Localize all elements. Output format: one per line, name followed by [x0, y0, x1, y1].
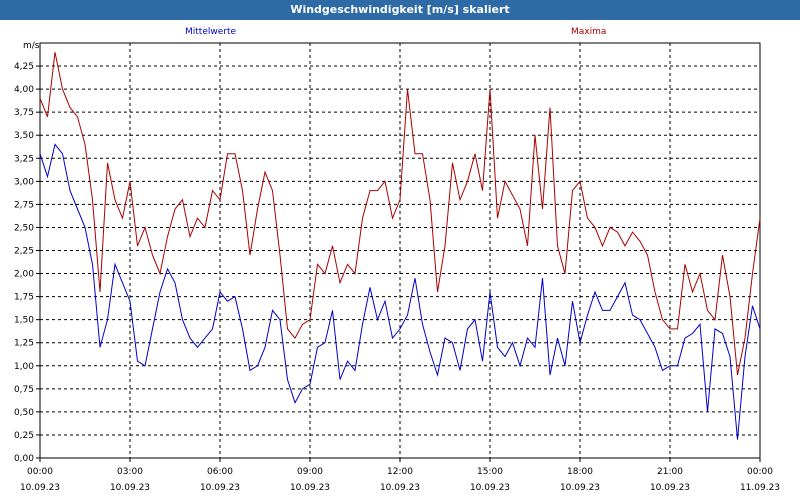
y-tick-label: 2,50: [14, 223, 34, 233]
x-tick-date-label: 10.09.23: [20, 483, 60, 493]
x-tick-time-label: 18:00: [567, 467, 593, 477]
series-line-maxima: [39, 52, 761, 376]
series-line-mittelwerte: [39, 143, 761, 440]
y-tick-label: 3,50: [14, 131, 34, 141]
x-tick-time-label: 03:00: [117, 467, 143, 477]
y-axis: 0,00 0,25 0,50 0,75 1,00 1,25 1,50 1,75 2,00 2,25…: [14, 62, 40, 464]
y-tick-label: 0,25: [14, 431, 34, 441]
y-tick-label: 2,00: [14, 270, 34, 280]
x-axis: 00:00 10.09.23 03:00 10.09.23 06:00 10.09.23 0…: [20, 458, 780, 493]
window-title: Windgeschwindigkeit [m/s] skaliert: [0, 0, 800, 20]
legend-maxima: Maxima: [571, 27, 606, 37]
x-tick-time-label: 09:00: [297, 467, 323, 477]
legend-mittelwerte: Mittelwerte: [185, 27, 236, 37]
y-tick-label: 0,50: [14, 408, 34, 418]
x-tick-date-label: 10.09.23: [290, 483, 330, 493]
y-tick-label: 1,25: [14, 339, 34, 349]
y-tick-label: 4,25: [14, 62, 34, 72]
y-tick-label: 3,75: [14, 108, 34, 118]
y-tick-label: 0,00: [14, 454, 34, 464]
x-tick-time-label: 12:00: [387, 467, 413, 477]
x-tick-date-label: 10.09.23: [560, 483, 600, 493]
x-tick-date-label: 10.09.23: [110, 483, 150, 493]
x-tick-date-label: 10.09.23: [470, 483, 510, 493]
x-tick-time-label: 00:00: [27, 467, 53, 477]
series-lines: [39, 52, 761, 440]
x-tick-date-label: 10.09.23: [380, 483, 420, 493]
y-tick-label: 2,25: [14, 247, 34, 257]
y-tick-label: 0,75: [14, 385, 34, 395]
x-tick-time-label: 00:00: [747, 467, 773, 477]
y-tick-label: 3,00: [14, 177, 34, 187]
y-tick-label: 1,75: [14, 293, 34, 303]
y-tick-label: 3,25: [14, 154, 34, 164]
y-tick-label: 1,00: [14, 362, 34, 372]
y-tick-label: 1,50: [14, 316, 34, 326]
x-tick-date-label: 11.09.23: [740, 483, 780, 493]
y-tick-label: 2,75: [14, 200, 34, 210]
y-tick-label: 4,00: [14, 85, 34, 95]
x-tick-time-label: 21:00: [657, 467, 683, 477]
x-tick-time-label: 06:00: [207, 467, 233, 477]
wind-speed-chart: 0,00 0,25 0,50 0,75 1,00 1,25 1,50 1,75 2,00 2,25…: [14, 27, 780, 493]
x-tick-time-label: 15:00: [477, 467, 503, 477]
x-tick-date-label: 10.09.23: [650, 483, 690, 493]
x-tick-date-label: 10.09.23: [200, 483, 240, 493]
y-axis-label: m/s: [23, 41, 40, 51]
